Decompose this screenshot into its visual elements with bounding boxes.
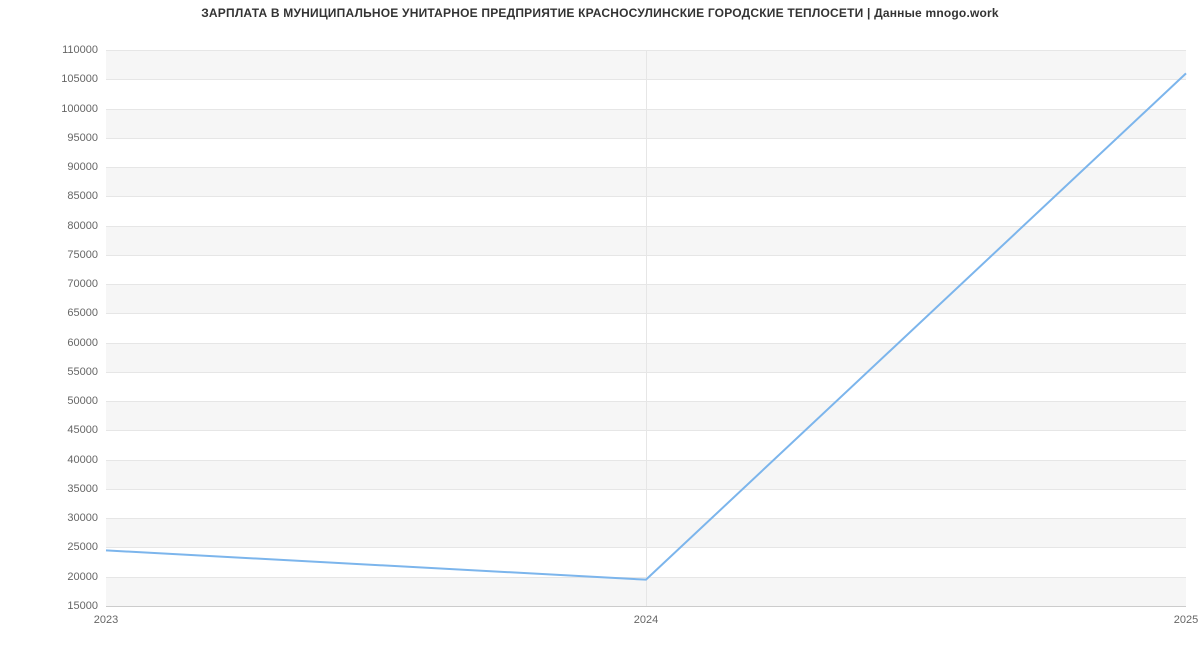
y-tick-label: 25000	[50, 541, 98, 553]
series-line	[106, 73, 1186, 579]
y-tick-label: 40000	[50, 454, 98, 466]
y-tick-label: 75000	[50, 249, 98, 261]
x-tick-label: 2024	[634, 614, 658, 626]
y-tick-label: 105000	[50, 73, 98, 85]
y-tick-label: 65000	[50, 307, 98, 319]
plot-area	[106, 50, 1186, 606]
y-tick-label: 35000	[50, 483, 98, 495]
chart-title: ЗАРПЛАТА В МУНИЦИПАЛЬНОЕ УНИТАРНОЕ ПРЕДП…	[0, 0, 1200, 20]
x-tick-label: 2023	[94, 614, 118, 626]
y-tick-label: 30000	[50, 512, 98, 524]
y-tick-label: 85000	[50, 190, 98, 202]
y-tick-label: 45000	[50, 424, 98, 436]
chart-container: ЗАРПЛАТА В МУНИЦИПАЛЬНОЕ УНИТАРНОЕ ПРЕДП…	[0, 0, 1200, 650]
y-tick-label: 55000	[50, 366, 98, 378]
y-tick-label: 15000	[50, 600, 98, 612]
y-tick-label: 80000	[50, 220, 98, 232]
line-series	[106, 50, 1186, 606]
y-tick-label: 20000	[50, 571, 98, 583]
y-tick-label: 60000	[50, 337, 98, 349]
y-tick-label: 90000	[50, 161, 98, 173]
y-tick-label: 70000	[50, 278, 98, 290]
y-tick-label: 95000	[50, 132, 98, 144]
x-tick-label: 2025	[1174, 614, 1198, 626]
y-tick-label: 50000	[50, 395, 98, 407]
x-axis-line	[106, 606, 1186, 607]
y-tick-label: 110000	[50, 44, 98, 56]
y-tick-label: 100000	[50, 103, 98, 115]
